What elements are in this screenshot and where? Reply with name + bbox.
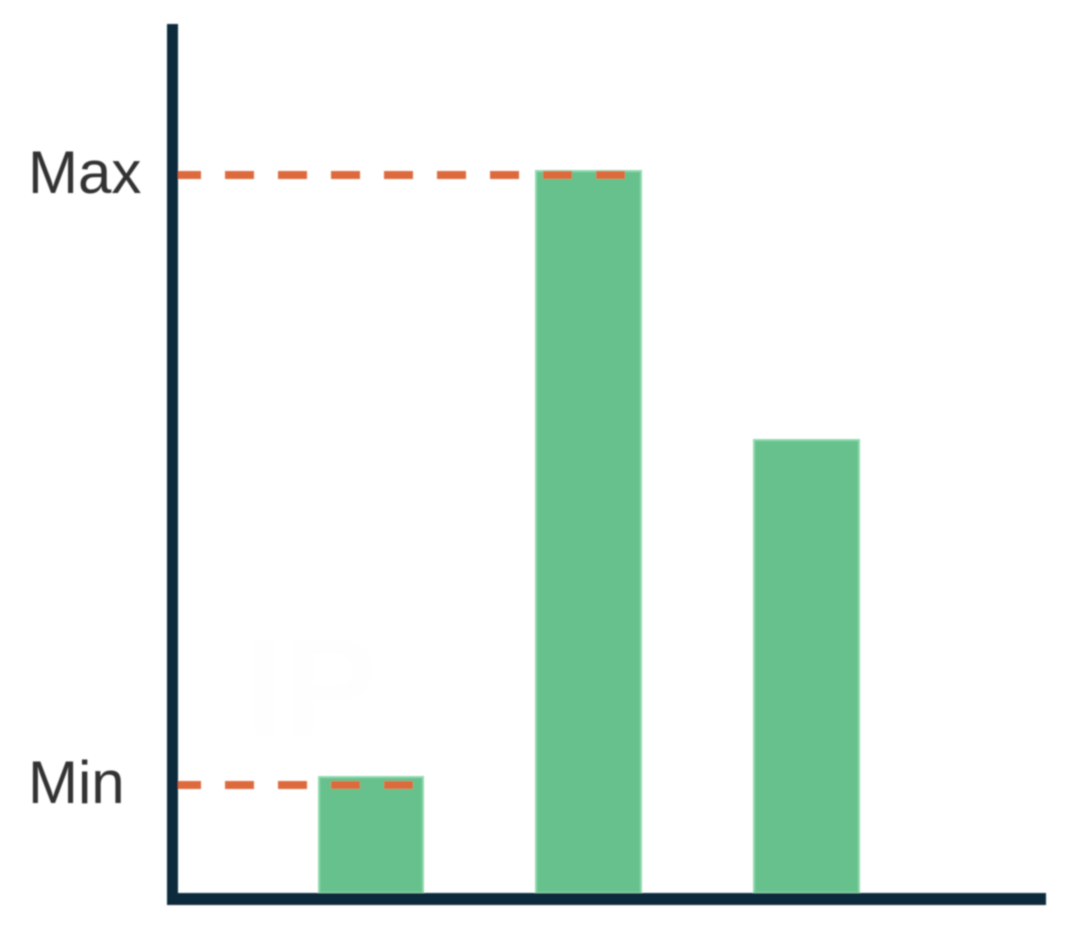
svg-text:Max: Max: [28, 139, 141, 206]
svg-text:IP: IP: [245, 608, 377, 765]
svg-text:Min: Min: [28, 749, 125, 816]
